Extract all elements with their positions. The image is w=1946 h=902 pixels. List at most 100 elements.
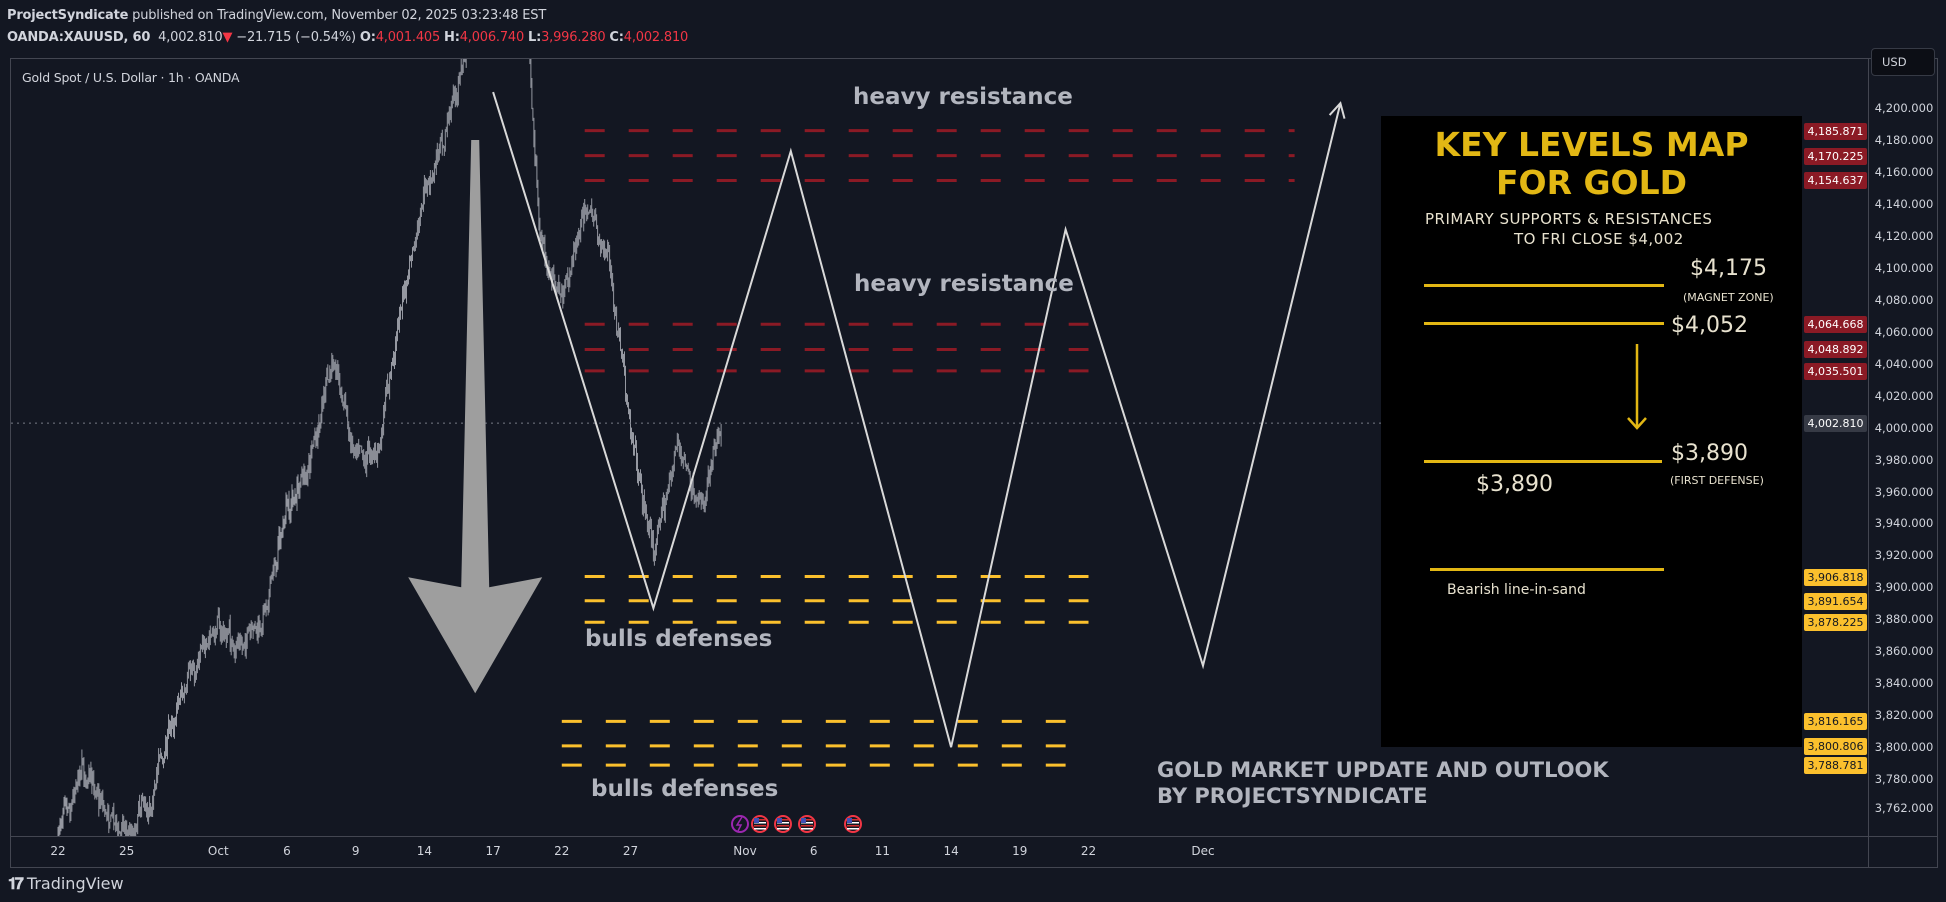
heavy-resistance-label: heavy resistance	[854, 271, 1074, 297]
resistance-price-label: 4,154.637	[1804, 172, 1867, 190]
level-3890: $3,890	[1671, 441, 1748, 466]
currency-button[interactable]: USD	[1871, 48, 1935, 76]
time-tick: 22	[554, 844, 570, 858]
time-tick: 22	[1080, 844, 1097, 858]
us-flag-icon	[844, 815, 862, 833]
time-tick: 6	[283, 844, 291, 858]
support-price-label: 3,891.654	[1804, 592, 1867, 610]
price-tick: 4,140.000	[1874, 196, 1934, 211]
time-tick: 9	[351, 844, 360, 858]
arrow-down-icon	[1627, 344, 1647, 430]
key-levels-subtitle: PRIMARY SUPPORTS & RESISTANCES	[1425, 210, 1713, 228]
key-levels-subtitle: TO FRI CLOSE $4,002	[1514, 230, 1684, 248]
triangle-down-icon: ▼	[222, 30, 233, 45]
level-4175: $4,175	[1690, 256, 1767, 281]
drawings	[408, 91, 1346, 748]
us-flag-icon	[774, 815, 792, 833]
flag-stripe	[777, 819, 789, 821]
flag-stripe	[847, 819, 859, 821]
arrow-head-icon	[1328, 101, 1346, 119]
tradingview-logo[interactable]: 𝟏𝟕 TradingView	[8, 874, 124, 894]
price-tick: 4,200.000	[1874, 101, 1934, 115]
level-line	[1424, 460, 1662, 463]
low-label: L:	[528, 30, 542, 45]
tradingview-logo-mark: 𝟏𝟕	[8, 874, 24, 893]
support-price-label: 3,816.165	[1804, 713, 1867, 731]
publish-info: ProjectSyndicate published on TradingVie…	[7, 8, 546, 24]
level-line	[1430, 568, 1664, 571]
high-label: H:	[444, 30, 460, 45]
flag-stripe	[801, 822, 813, 824]
level-3890-left: $3,890	[1476, 472, 1553, 497]
resistance-price-label: 4,185.871	[1804, 122, 1867, 140]
price-tick: 4,060.000	[1874, 324, 1934, 339]
bearish-line-note: Bearish line-in-sand	[1447, 582, 1586, 598]
resistance-price-label: 4,170.225	[1804, 147, 1867, 165]
high-value: 4,006.740	[459, 30, 525, 45]
flag-stripe	[777, 822, 789, 824]
time-tick: 17	[485, 844, 501, 858]
open-label: O:	[359, 30, 376, 45]
level-line	[1424, 284, 1664, 287]
price-tick: 3,840.000	[1874, 676, 1934, 691]
price-tick: 3,980.000	[1874, 452, 1934, 467]
flag-canton	[777, 818, 782, 823]
support-price-label: 3,906.818	[1804, 568, 1867, 586]
us-flag-icon	[798, 815, 816, 833]
price-tick: 3,800.000	[1874, 740, 1934, 755]
time-tick: Oct	[207, 844, 229, 858]
last-price-label: 4,002.810	[1804, 415, 1867, 433]
low-value: 3,996.280	[541, 30, 606, 45]
flag-stripe	[801, 819, 813, 821]
chart-title: Gold Spot / U.S. Dollar · 1h · OANDA	[22, 70, 240, 85]
price-tick: 4,020.000	[1874, 388, 1934, 403]
support-price-label: 3,878.225	[1804, 614, 1867, 632]
first-defense-note: (FIRST DEFENSE)	[1670, 474, 1764, 487]
price-tick: 4,180.000	[1874, 132, 1934, 147]
open-value: 4,001.405	[375, 30, 441, 45]
level-lines	[11, 129, 1867, 767]
price-tick: 4,160.000	[1874, 164, 1934, 179]
magnet-zone-note: (MAGNET ZONE)	[1683, 291, 1774, 304]
time-tick: 27	[622, 844, 639, 858]
publish-text: published on TradingView.com, November 0…	[128, 8, 547, 23]
us-flag-icon	[751, 815, 769, 833]
time-tick: 6	[809, 844, 818, 858]
outlook-title: GOLD MARKET UPDATE AND OUTLOOK	[1157, 758, 1609, 782]
price-tick: 3,940.000	[1874, 516, 1934, 531]
price-tick: 3,780.000	[1874, 772, 1934, 787]
flag-stripe	[801, 825, 813, 827]
arrow-down-icon	[408, 139, 543, 694]
event-marker	[731, 815, 749, 833]
lightning-icon	[735, 816, 743, 832]
time-tick: Dec	[1191, 844, 1215, 858]
lightning-icon	[731, 815, 749, 833]
footer-divider	[10, 867, 1938, 868]
time-tick: 25	[119, 844, 135, 858]
ohlc-bar: OANDA:XAUUSD, 60 4,002.810▼ −21.715 (−0.…	[7, 30, 688, 46]
price-tick: 3,900.000	[1874, 580, 1934, 595]
price-tick: 4,120.000	[1874, 228, 1934, 243]
flag-stripe	[847, 828, 859, 830]
flag-stripe	[777, 825, 789, 827]
projection-path	[492, 91, 1342, 748]
flag-stripe	[754, 819, 766, 821]
resistance-price-label: 4,048.892	[1804, 341, 1867, 359]
flag-stripe	[801, 828, 813, 830]
price-tick: 3,880.000	[1874, 612, 1934, 627]
last-price: 4,002.810	[158, 30, 223, 45]
support-price-label: 3,788.781	[1804, 757, 1867, 775]
price-bars	[57, 59, 722, 836]
flag-stripe	[754, 825, 766, 827]
event-markers	[731, 815, 862, 833]
key-levels-title: KEY LEVELS MAP	[1434, 125, 1749, 164]
logo-text: TradingView	[26, 874, 124, 893]
time-tick: Nov	[733, 844, 757, 858]
price-tick: 3,762.000	[1874, 800, 1934, 815]
flag-stripe	[754, 822, 766, 824]
time-tick: 11	[874, 844, 891, 858]
flag-canton	[754, 818, 759, 823]
price-tick: 4,080.000	[1874, 292, 1934, 307]
author-name[interactable]: ProjectSyndicate	[7, 8, 129, 23]
